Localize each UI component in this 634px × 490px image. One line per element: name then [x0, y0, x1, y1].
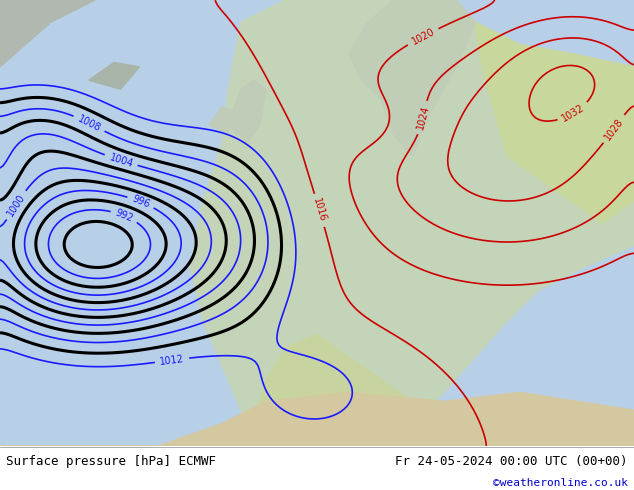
- Polygon shape: [89, 62, 139, 89]
- Text: 1028: 1028: [603, 116, 626, 142]
- Polygon shape: [254, 334, 431, 446]
- Text: 1012: 1012: [159, 354, 185, 367]
- Text: 1024: 1024: [415, 104, 431, 131]
- Polygon shape: [228, 80, 266, 143]
- Polygon shape: [209, 107, 235, 134]
- Text: ©weatheronline.co.uk: ©weatheronline.co.uk: [493, 478, 628, 489]
- Text: 996: 996: [131, 194, 151, 210]
- Text: 1000: 1000: [5, 192, 27, 218]
- Text: 992: 992: [113, 208, 134, 224]
- Polygon shape: [0, 392, 634, 446]
- Polygon shape: [190, 0, 634, 446]
- Text: 1008: 1008: [76, 114, 103, 133]
- Text: Fr 24-05-2024 00:00 UTC (00+00): Fr 24-05-2024 00:00 UTC (00+00): [395, 455, 628, 468]
- Polygon shape: [0, 0, 95, 67]
- Text: 1020: 1020: [410, 26, 436, 47]
- Polygon shape: [476, 22, 634, 223]
- Text: 1004: 1004: [108, 152, 134, 169]
- Text: Surface pressure [hPa] ECMWF: Surface pressure [hPa] ECMWF: [6, 455, 216, 468]
- Text: 1016: 1016: [311, 197, 328, 223]
- Polygon shape: [349, 0, 476, 156]
- Text: 1032: 1032: [560, 102, 586, 123]
